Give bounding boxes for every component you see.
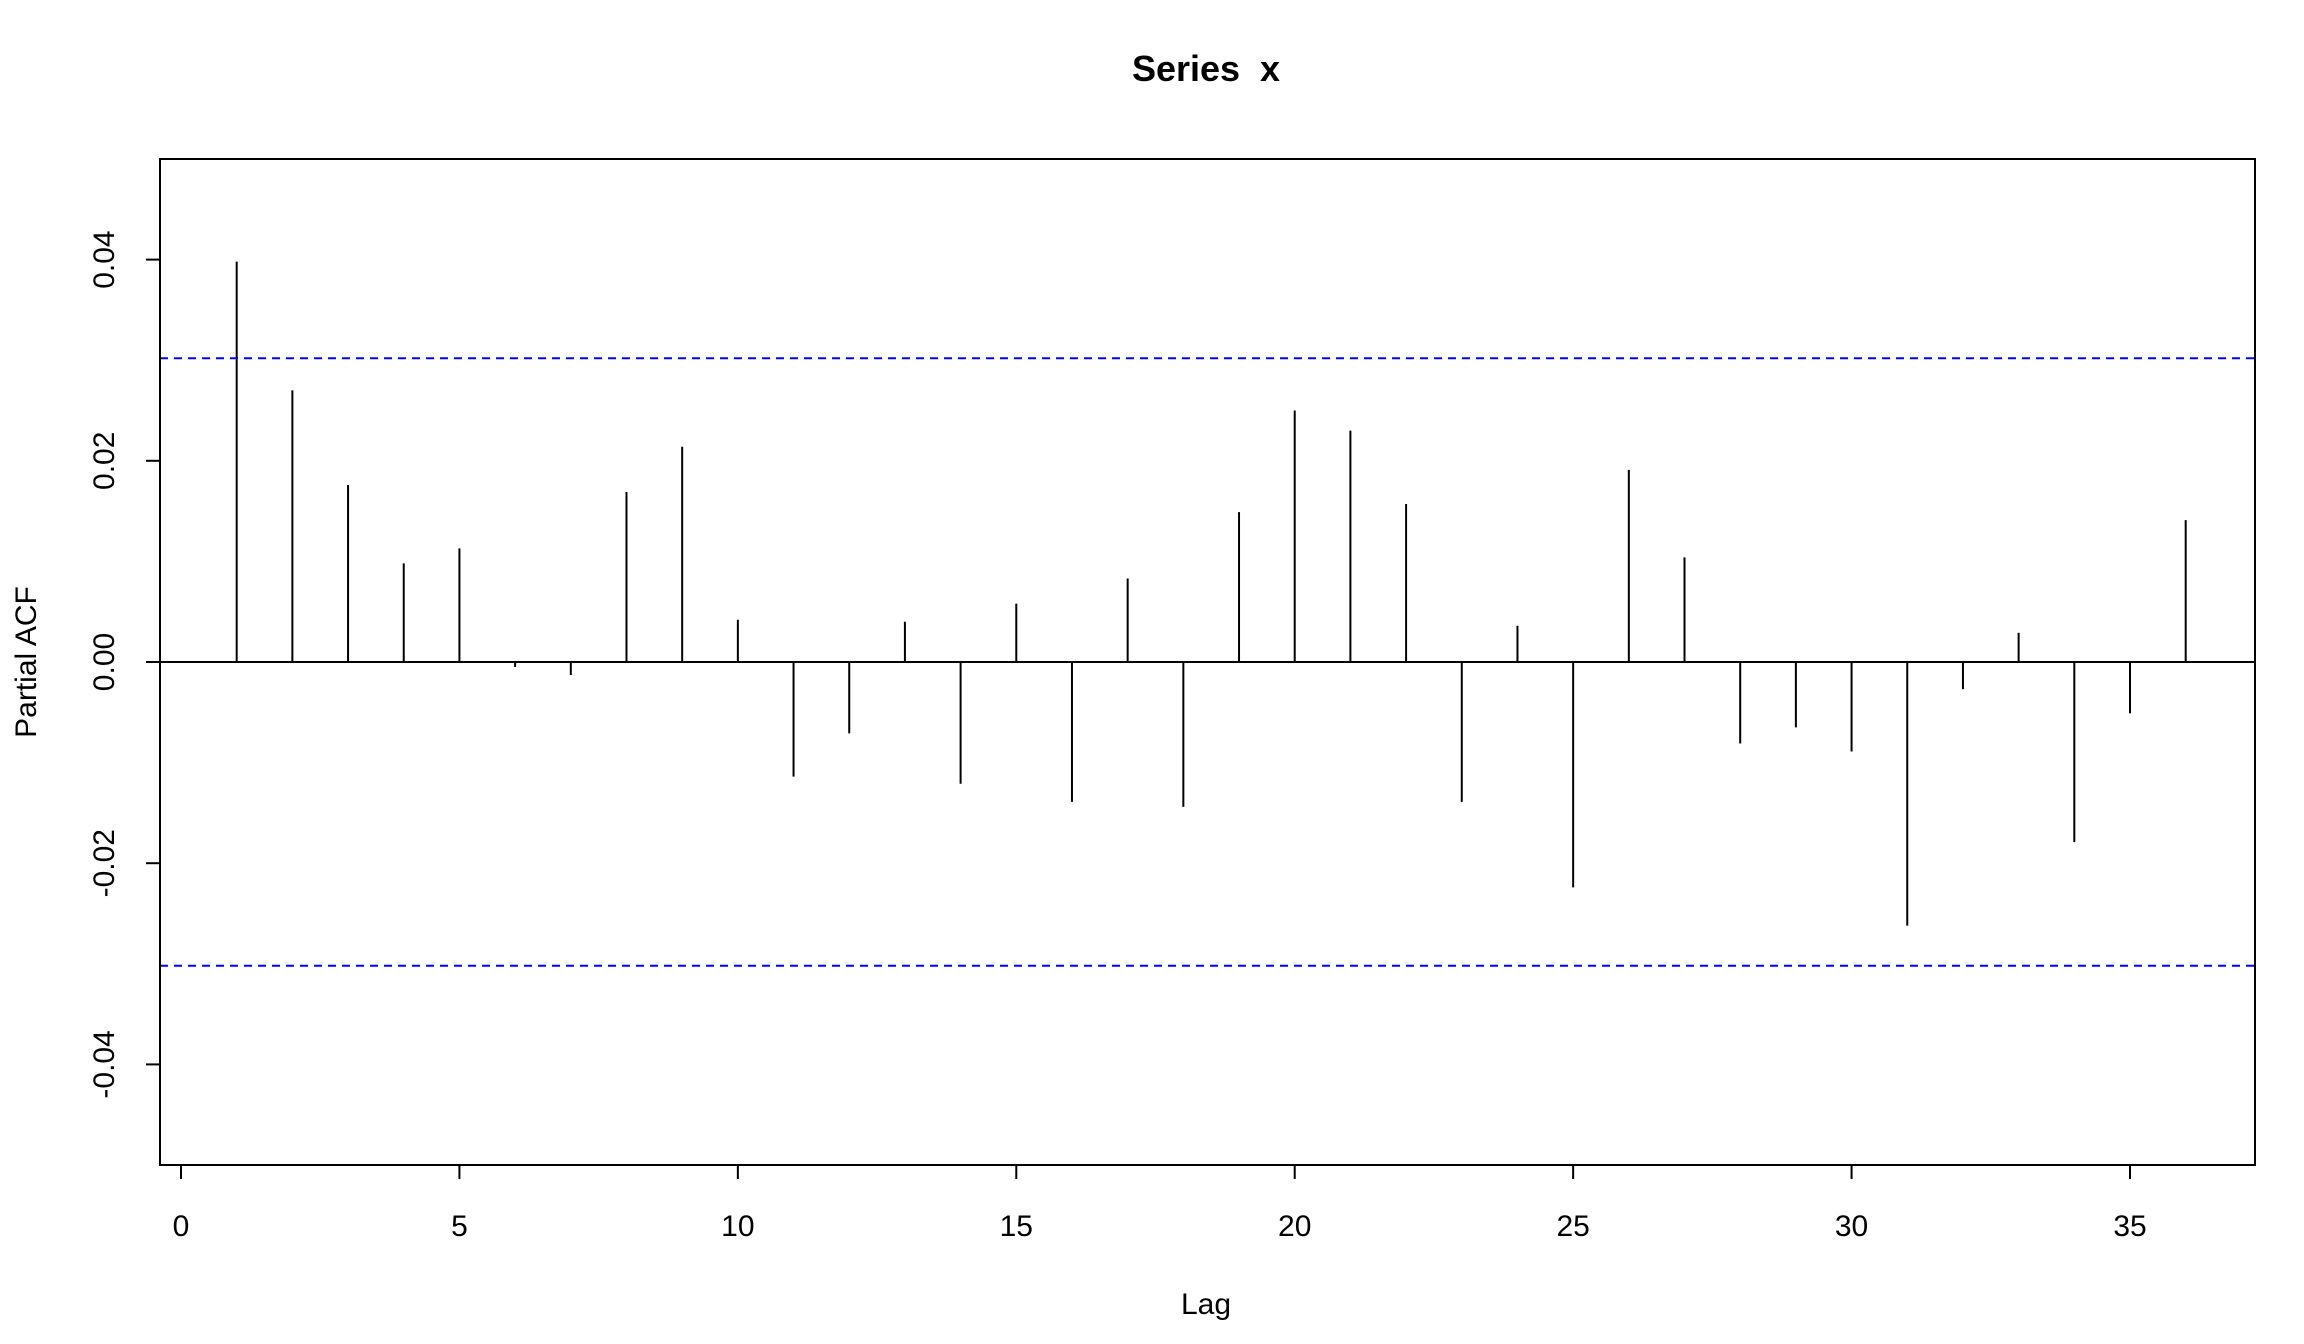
x-tick-label-15: 15 [1000, 1210, 1033, 1243]
y-tick-label--0.04: -0.04 [88, 1030, 121, 1098]
x-tick-label-25: 25 [1556, 1210, 1589, 1243]
y-tick-label-0.04: 0.04 [88, 230, 121, 288]
chart-title: Series x [1132, 48, 1280, 89]
x-tick-label-5: 5 [451, 1210, 468, 1243]
y-axis-label: Partial ACF [10, 586, 43, 738]
x-tick-label-10: 10 [721, 1210, 754, 1243]
y-tick-label-0.00: 0.00 [88, 633, 121, 691]
x-axis: 0 5 10 15 20 25 30 35 [173, 1164, 2147, 1243]
bars-layer [160, 261, 2255, 926]
x-axis-label: Lag [1181, 1288, 1231, 1321]
y-axis: -0.04 -0.02 0.00 0.02 0.04 [88, 230, 161, 1099]
x-tick-label-0: 0 [173, 1210, 190, 1243]
x-tick-label-35: 35 [2113, 1210, 2146, 1243]
x-tick-label-20: 20 [1278, 1210, 1311, 1243]
y-tick-label-0.02: 0.02 [88, 432, 121, 490]
y-tick-label--0.02: -0.02 [88, 829, 121, 897]
x-tick-label-30: 30 [1835, 1210, 1868, 1243]
